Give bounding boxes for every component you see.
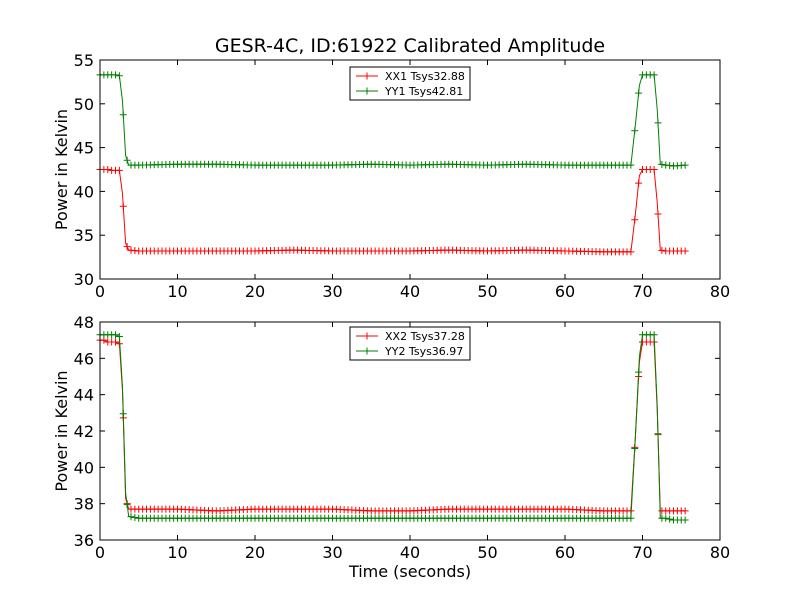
series-markers-1 — [96, 336, 689, 515]
y-tick-label: 40 — [74, 182, 94, 201]
data-point — [112, 338, 119, 346]
x-tick-label: 50 — [477, 282, 497, 301]
data-point — [123, 501, 131, 509]
x-tick-label: 50 — [477, 543, 497, 562]
data-point — [662, 514, 670, 522]
data-point — [123, 156, 131, 164]
data-point — [681, 516, 689, 524]
legend-box — [349, 66, 471, 101]
data-point — [635, 368, 643, 376]
data-point — [631, 127, 639, 135]
x-tick-label: 70 — [632, 543, 652, 562]
y-tick-label: 30 — [74, 270, 94, 289]
data-point — [654, 210, 662, 218]
legend-marker — [363, 332, 371, 340]
lower-plot: 0 10 20 30 40 50 60 70 80 36 38 40 42 44 46 48 Power in … — [52, 313, 730, 581]
data-point — [650, 166, 658, 173]
series-markers-2 — [96, 71, 689, 170]
data-point — [119, 111, 127, 119]
x-tick-label: 0 — [95, 543, 105, 562]
data-point — [658, 246, 666, 254]
x-tick-label: 0 — [95, 282, 105, 301]
data-point — [681, 247, 689, 255]
x-tick-label: 20 — [245, 282, 265, 301]
series-markers-2 — [96, 331, 689, 524]
data-point — [666, 515, 674, 523]
data-point — [654, 430, 662, 438]
y-tick-label: 38 — [74, 495, 94, 514]
data-point — [127, 513, 135, 521]
data-point — [658, 160, 666, 168]
data-point — [631, 445, 639, 453]
data-point — [650, 71, 658, 79]
data-point — [104, 166, 112, 173]
x-tick-label: 10 — [167, 543, 187, 562]
series-line-1 — [100, 339, 686, 512]
legend-box — [349, 326, 471, 361]
data-point — [112, 331, 119, 339]
legend-label: YY1 Tsys42.81 — [384, 85, 463, 98]
y-tick-label: 40 — [74, 458, 94, 477]
data-point — [650, 331, 658, 339]
y-axis-title: Power in Kelvin — [52, 370, 71, 491]
series-line-1 — [100, 169, 686, 253]
x-tick-label: 30 — [322, 543, 342, 562]
y-tick-label: 50 — [74, 95, 94, 114]
x-tick-label: 20 — [245, 543, 265, 562]
data-point — [635, 179, 643, 187]
x-tick-label: 80 — [710, 282, 730, 301]
x-axis-title: Time (seconds) — [348, 562, 471, 581]
data-point — [635, 89, 643, 97]
y-tick-label: 44 — [74, 386, 94, 405]
data-point — [681, 161, 689, 169]
data-point — [627, 161, 635, 169]
y-tick-label: 48 — [74, 313, 94, 332]
series-markers-1 — [96, 166, 689, 256]
x-tick-label: 10 — [167, 282, 187, 301]
data-point — [112, 71, 119, 79]
y-tick-label: 46 — [74, 349, 94, 368]
data-point — [115, 333, 123, 341]
legend-label: XX2 Tsys37.28 — [385, 330, 465, 343]
data-point — [627, 514, 635, 522]
y-tick-label: 42 — [74, 422, 94, 441]
data-point — [123, 243, 131, 251]
data-point — [119, 202, 127, 210]
y-tick-label: 55 — [74, 51, 94, 70]
data-point — [115, 72, 123, 80]
legend: XX2 Tsys37.28 YY2 Tsys36.97 — [349, 326, 471, 361]
data-point — [131, 514, 139, 522]
y-tick-label: 45 — [74, 139, 94, 158]
data-point — [681, 507, 689, 515]
x-tick-label: 40 — [400, 282, 420, 301]
legend-marker — [363, 87, 371, 95]
x-tick-label: 40 — [400, 543, 420, 562]
data-point — [654, 119, 662, 127]
series-line-2 — [100, 334, 686, 521]
x-tick-label: 60 — [555, 282, 575, 301]
y-tick-label: 36 — [74, 531, 94, 550]
x-tick-label: 30 — [322, 282, 342, 301]
x-tick-label: 80 — [710, 543, 730, 562]
legend-marker — [363, 72, 371, 80]
chart-title: GESR-4C, ID:61922 Calibrated Amplitude — [215, 35, 605, 57]
y-axis-title: Power in Kelvin — [52, 109, 71, 230]
legend-marker — [363, 347, 371, 355]
x-tick-label: 70 — [632, 282, 652, 301]
y-tick-label: 35 — [74, 226, 94, 245]
legend-label: XX1 Tsys32.88 — [385, 70, 465, 83]
data-point — [119, 410, 127, 418]
data-point — [631, 216, 639, 224]
data-point — [627, 248, 635, 256]
legend-label: YY2 Tsys36.97 — [384, 345, 463, 358]
data-point — [115, 166, 123, 174]
legend: XX1 Tsys32.88 YY1 Tsys42.81 — [349, 66, 471, 101]
upper-plot: 0 10 20 30 40 50 60 70 80 30 35 40 45 50 55 Power in Ke… — [52, 51, 730, 301]
x-tick-label: 60 — [555, 543, 575, 562]
